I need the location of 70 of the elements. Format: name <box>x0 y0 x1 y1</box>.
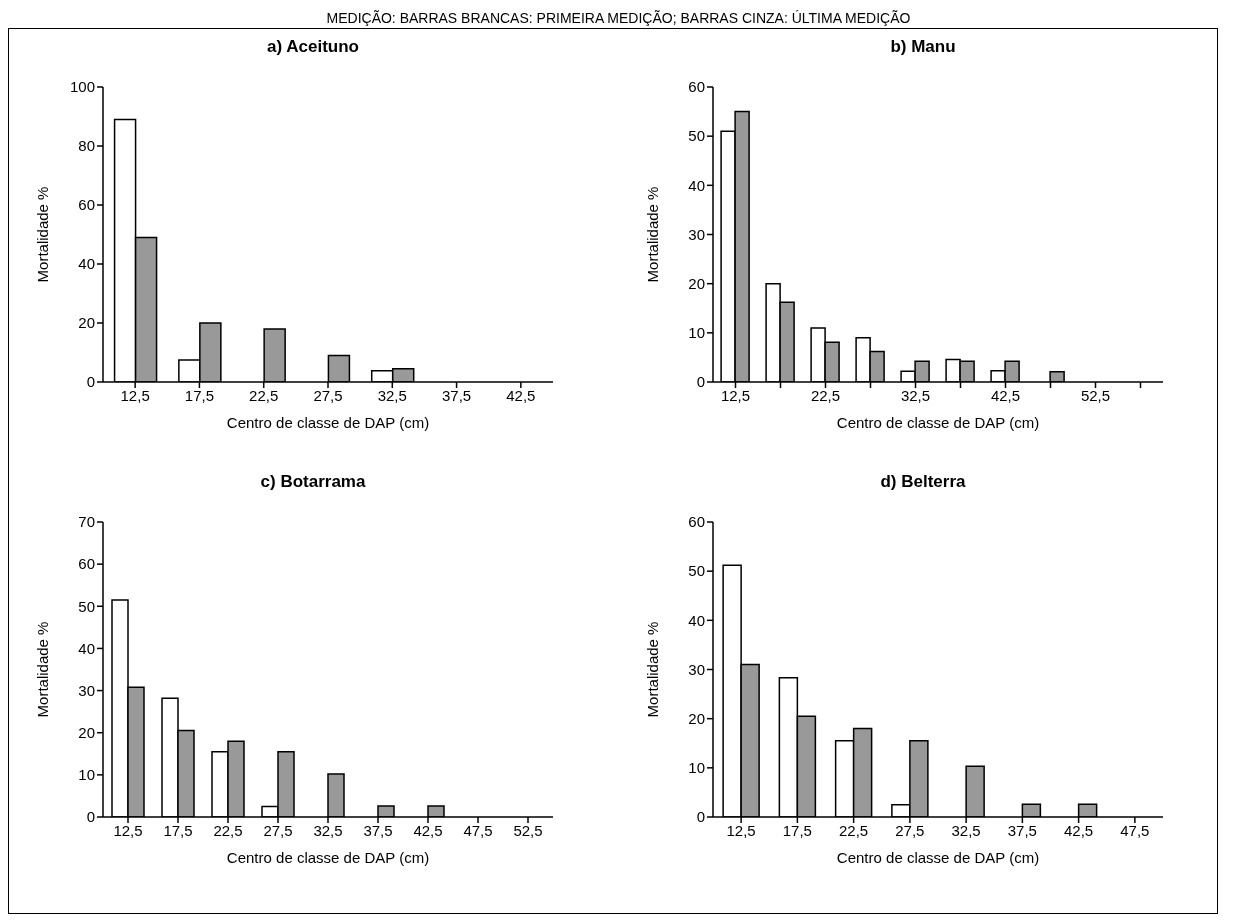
x-tick-label: 32,5 <box>313 821 343 839</box>
y-tick-label: 30 <box>688 660 705 678</box>
x-tick-label: 17,5 <box>782 821 812 839</box>
x-tick-label: 42,5 <box>1064 821 1094 839</box>
x-tick-label: 32,5 <box>951 821 981 839</box>
y-tick-label: 80 <box>78 137 95 155</box>
y-tick-label: 30 <box>78 681 95 699</box>
y-tick-label: 10 <box>688 759 705 777</box>
y-tick-label: 40 <box>78 255 95 273</box>
y-tick-label: 20 <box>688 709 705 727</box>
y-tick-label: 0 <box>696 808 705 826</box>
y-tick-label: 40 <box>688 611 705 629</box>
x-axis-title: Centro de classe de DAP (cm) <box>836 414 1040 431</box>
y-axis-title: Mortalidade % <box>644 621 662 718</box>
y-tick-label: 20 <box>688 274 705 292</box>
y-tick-label: 0 <box>86 808 95 826</box>
y-axis-title: Mortalidade % <box>644 186 662 283</box>
x-tick-label: 12,5 <box>113 821 143 839</box>
x-tick-label: 42,5 <box>990 386 1021 404</box>
y-tick-label: 100 <box>69 78 95 96</box>
chart-title: b) Manu <box>889 37 957 57</box>
text: MEDIÇÃO: BARRAS BRANCAS: PRIMEIRA MEDIÇÃO; BARRAS CINZA: ÚLTIMA MEDIÇÃO <box>325 9 912 28</box>
x-axis-title: Centro de classe de DAP (cm) <box>226 849 430 866</box>
y-tick-label: 20 <box>78 724 95 742</box>
x-tick-label: 52,5 <box>513 821 543 839</box>
y-tick-label: 10 <box>78 766 95 784</box>
x-tick-label: 32,5 <box>900 386 931 404</box>
y-axis-title: Mortalidade % <box>34 621 52 718</box>
y-tick-label: 20 <box>78 314 95 332</box>
y-tick-label: 60 <box>78 196 95 214</box>
x-tick-label: 22,5 <box>249 386 279 404</box>
y-tick-label: 60 <box>688 78 705 96</box>
x-tick-label: 32,5 <box>377 386 407 404</box>
y-tick-label: 0 <box>86 373 95 391</box>
y-tick-label: 40 <box>688 176 705 194</box>
y-tick-label: 60 <box>78 555 95 573</box>
y-tick-label: 10 <box>688 324 705 342</box>
y-tick-label: 50 <box>688 127 705 145</box>
x-axis-title: Centro de classe de DAP (cm) <box>226 414 430 431</box>
y-tick-label: 60 <box>688 513 705 531</box>
y-axis-title: Mortalidade % <box>34 186 52 283</box>
y-tick-label: 40 <box>78 639 95 657</box>
chart-title: d) Belterra <box>879 472 967 492</box>
chart-title: c) Botarrama <box>259 472 367 492</box>
x-tick-label: 47,5 <box>463 821 493 839</box>
y-tick-label: 0 <box>696 373 705 391</box>
x-tick-label: 27,5 <box>263 821 293 839</box>
x-tick-label: 12,5 <box>720 386 751 404</box>
x-tick-label: 12,5 <box>726 821 756 839</box>
x-tick-label: 42,5 <box>413 821 443 839</box>
x-tick-label: 47,5 <box>1120 821 1150 839</box>
x-tick-label: 37,5 <box>1007 821 1037 839</box>
x-tick-label: 12,5 <box>120 386 150 404</box>
x-tick-label: 22,5 <box>839 821 869 839</box>
y-tick-label: 50 <box>78 597 95 615</box>
y-tick-label: 50 <box>688 562 705 580</box>
y-tick-label: 30 <box>688 225 705 243</box>
chart-title: a) Aceituno <box>266 37 360 57</box>
x-tick-label: 42,5 <box>506 386 536 404</box>
x-tick-label: 17,5 <box>184 386 215 404</box>
x-tick-label: 27,5 <box>895 821 925 839</box>
x-tick-label: 37,5 <box>363 821 393 839</box>
x-tick-label: 22,5 <box>810 386 841 404</box>
x-tick-label: 22,5 <box>213 821 243 839</box>
x-tick-label: 37,5 <box>441 386 472 404</box>
x-tick-label: 52,5 <box>1080 386 1111 404</box>
x-axis-title: Centro de classe de DAP (cm) <box>836 849 1040 866</box>
y-tick-label: 70 <box>78 513 95 531</box>
x-tick-label: 27,5 <box>313 386 343 404</box>
x-tick-label: 17,5 <box>163 821 193 839</box>
